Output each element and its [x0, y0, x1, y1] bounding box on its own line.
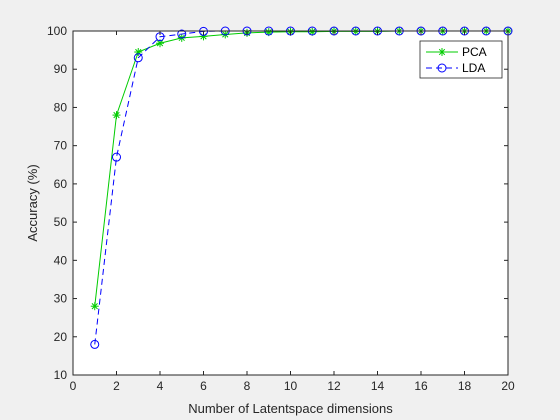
x-tick-label-7: 14 [371, 379, 385, 393]
y-tick-label-0: 10 [54, 368, 68, 382]
point-pca-11 [308, 27, 317, 36]
legend-label-lda: LDA [462, 61, 485, 75]
legend-marker-pca [438, 48, 446, 56]
x-tick-label-3: 6 [200, 379, 207, 393]
plot-background [73, 31, 508, 375]
y-tick-label-5: 60 [54, 177, 68, 191]
x-tick-label-6: 12 [327, 379, 341, 393]
point-pca-4 [156, 39, 164, 48]
y-tick-label-1: 20 [54, 330, 68, 344]
y-axis-title: Accuracy (%) [25, 164, 40, 241]
point-pca-9-d2 [265, 28, 272, 36]
point-lda-5 [177, 29, 187, 39]
point-lda-3 [133, 53, 143, 63]
x-tick-label-0: 0 [70, 379, 77, 393]
x-tick-label-9: 18 [458, 379, 472, 393]
point-pca-2-d2 [113, 111, 120, 119]
x-tick-label-8: 16 [414, 379, 428, 393]
point-pca-2 [112, 111, 121, 120]
x-tick-label-1: 2 [113, 379, 120, 393]
y-tick-label-2: 30 [54, 292, 68, 306]
point-pca-6-d2 [200, 33, 207, 40]
point-lda-1 [90, 339, 100, 349]
x-axis-title: Number of Latentspace dimensions [188, 401, 393, 416]
point-pca-6 [199, 32, 208, 41]
y-tick-label-7: 80 [54, 100, 68, 114]
ticks-layer: 0 2 4 6 8 10 12 14 16 18 20 10 20 30 40 50 60 70 80 90 100 [47, 24, 515, 393]
y-tick-label-8: 90 [54, 62, 68, 76]
point-pca-4-d2 [156, 40, 164, 47]
x-tick-label-5: 10 [284, 379, 298, 393]
point-pca-7-d2 [222, 31, 229, 38]
x-tick-label-2: 4 [157, 379, 164, 393]
legend-marker-lda [437, 63, 447, 73]
y-tick-label-3: 40 [54, 253, 68, 267]
point-pca-11-d2 [309, 28, 316, 35]
y-tick-label-9: 100 [47, 24, 67, 38]
x-tick-label-10: 20 [501, 379, 515, 393]
legend-marker-pca-d2 [438, 48, 446, 56]
legend: PCA LDA [419, 40, 503, 79]
point-pca-1 [90, 302, 99, 311]
y-tick-label-6: 70 [54, 139, 68, 153]
y-tick-label-4: 50 [54, 215, 68, 229]
legend-box [419, 40, 503, 79]
legend-label-pca: PCA [462, 45, 487, 59]
x-tick-label-4: 8 [244, 379, 251, 393]
point-pca-1-d2 [91, 303, 98, 310]
point-lda-2 [112, 152, 121, 162]
